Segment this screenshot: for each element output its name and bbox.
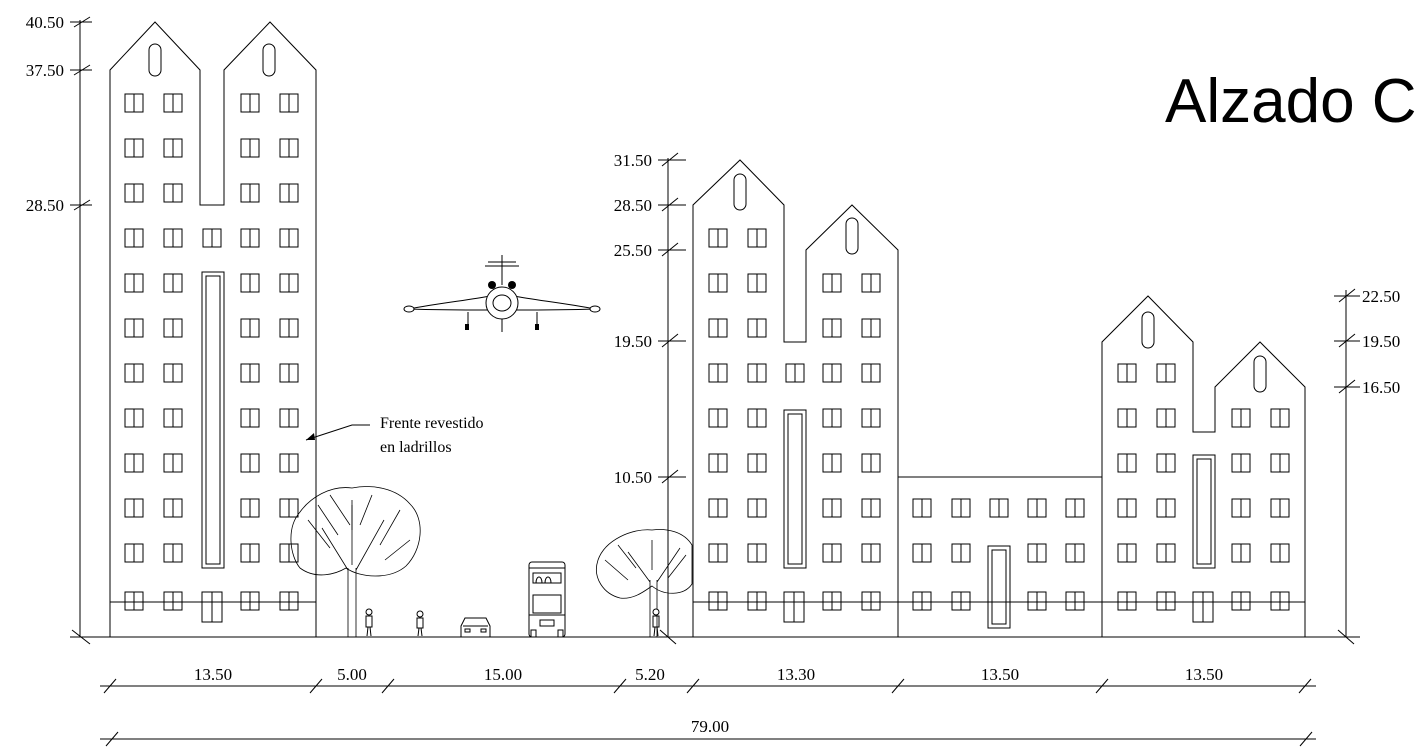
level-label-center: 25.50 [614, 241, 652, 260]
left-building [109, 21, 317, 638]
annotation-line-1: Frente revestido [380, 415, 484, 432]
annotation-line-2: en ladrillos [380, 439, 452, 456]
middle-building-windows [912, 498, 1085, 611]
tree-left [290, 486, 421, 637]
level-label-right: 19.50 [1362, 332, 1400, 351]
drawing-title: Alzado C [1165, 67, 1417, 136]
people [365, 608, 660, 637]
level-label-left: 40.50 [26, 13, 64, 32]
dim-label: 13.50 [194, 665, 232, 684]
level-label-center: 19.50 [614, 332, 652, 351]
brick-annotation: Frente revestido en ladrillos [305, 415, 484, 456]
center-levels: 31.50 28.50 25.50 19.50 10.50 [614, 151, 686, 645]
center-building-windows [708, 228, 881, 611]
dim-label: 13.30 [777, 665, 815, 684]
level-label-left: 37.50 [26, 61, 64, 80]
level-label-right: 22.50 [1362, 287, 1400, 306]
dim-label: 5.20 [635, 665, 665, 684]
right-building-windows [1117, 363, 1290, 611]
airplane [403, 255, 601, 332]
middle-building [897, 476, 1103, 638]
dim-label: 15.00 [484, 665, 522, 684]
tree-right [596, 529, 693, 637]
right-levels: 22.50 19.50 16.50 [1334, 287, 1400, 645]
dim-label: 13.50 [981, 665, 1019, 684]
dim-label: 5.00 [337, 665, 367, 684]
left-building-windows [124, 93, 299, 611]
level-label-right: 16.50 [1362, 378, 1400, 397]
level-label-center: 10.50 [614, 468, 652, 487]
center-building [692, 159, 899, 638]
dim-label-total: 79.00 [691, 717, 729, 736]
level-label-center: 31.50 [614, 151, 652, 170]
bus [528, 561, 566, 638]
dim-label: 13.50 [1185, 665, 1223, 684]
right-building [1101, 295, 1306, 638]
car [460, 617, 491, 638]
left-levels: 40.50 37.50 28.50 [26, 13, 92, 645]
level-label-left: 28.50 [26, 196, 64, 215]
level-label-center: 28.50 [614, 196, 652, 215]
bottom-dimensions: 13.50 5.00 15.00 5.20 13.30 13.50 13.50 … [100, 665, 1316, 747]
